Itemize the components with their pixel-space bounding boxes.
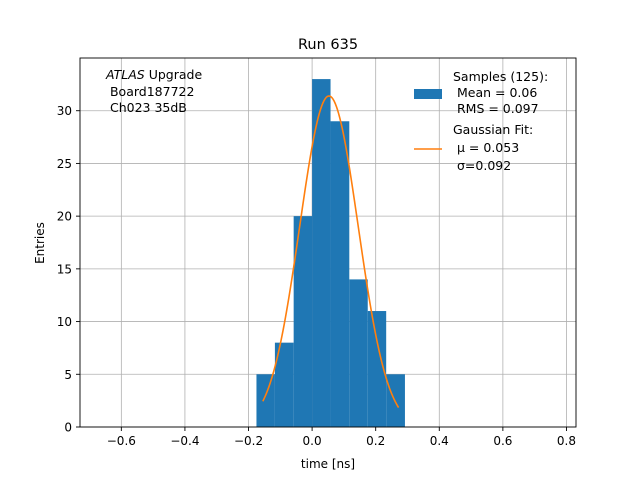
annotation-atlas-italic: ATLAS bbox=[105, 67, 145, 82]
legend-fit-title: Gaussian Fit: bbox=[453, 122, 533, 137]
legend: Samples (125): Mean = 0.06 RMS = 0.097 G… bbox=[414, 69, 548, 173]
x-axis-ticks: −0.6 −0.4 −0.2 0.0 0.2 0.4 0.6 0.8 bbox=[107, 427, 576, 448]
histogram-bar-0 bbox=[256, 374, 275, 427]
x-tick-label: 0.0 bbox=[303, 434, 322, 448]
x-axis-label: time [ns] bbox=[301, 457, 355, 471]
histogram-bar-1 bbox=[274, 342, 294, 427]
y-axis-label: Entries bbox=[33, 222, 47, 264]
y-tick-label: 15 bbox=[57, 262, 72, 276]
histogram-bars bbox=[256, 79, 405, 427]
legend-samples-swatch bbox=[414, 89, 442, 99]
x-tick-label: 0.8 bbox=[557, 434, 576, 448]
legend-fit-mu: μ = 0.053 bbox=[457, 140, 519, 155]
histogram-bar-4 bbox=[330, 121, 350, 427]
legend-samples-title: Samples (125): bbox=[453, 69, 548, 84]
plot-frame bbox=[79, 57, 577, 428]
legend-samples-mean: Mean = 0.06 bbox=[453, 85, 537, 100]
x-tick-label: 0.4 bbox=[430, 434, 449, 448]
annotation-upgrade: Upgrade bbox=[145, 67, 203, 82]
y-tick-label: 30 bbox=[57, 104, 72, 118]
x-tick-label: −0.2 bbox=[234, 434, 263, 448]
y-tick-label: 0 bbox=[64, 421, 72, 435]
annotation-line-1: ATLAS Upgrade bbox=[105, 67, 202, 82]
histogram-bar-6 bbox=[367, 311, 387, 427]
y-tick-label: 10 bbox=[57, 315, 72, 329]
y-tick-label: 20 bbox=[57, 210, 72, 224]
y-tick-label: 25 bbox=[57, 157, 72, 171]
gaussian-fit-curve bbox=[262, 95, 400, 408]
annotation-line-2: Board187722 bbox=[106, 84, 194, 99]
annotation-line-3: Ch023 35dB bbox=[106, 100, 187, 115]
x-tick-label: 0.2 bbox=[366, 434, 385, 448]
x-tick-label: 0.6 bbox=[493, 434, 512, 448]
histogram-bar-3 bbox=[312, 79, 331, 427]
legend-fit-sigma: σ=0.092 bbox=[457, 158, 511, 173]
chart-title: Run 635 bbox=[298, 37, 358, 53]
histogram-bar-2 bbox=[293, 216, 313, 427]
y-axis-ticks: 0 5 10 15 20 25 30 bbox=[57, 104, 80, 435]
legend-samples-rms: RMS = 0.097 bbox=[453, 101, 539, 116]
x-tick-label: −0.4 bbox=[170, 434, 199, 448]
gaussian-fit bbox=[262, 95, 400, 408]
histogram-bar-5 bbox=[349, 279, 368, 427]
x-tick-label: −0.6 bbox=[107, 434, 136, 448]
y-tick-label: 5 bbox=[64, 368, 72, 382]
atlas-annotation: ATLAS Upgrade Board187722 Ch023 35dB bbox=[105, 67, 202, 115]
